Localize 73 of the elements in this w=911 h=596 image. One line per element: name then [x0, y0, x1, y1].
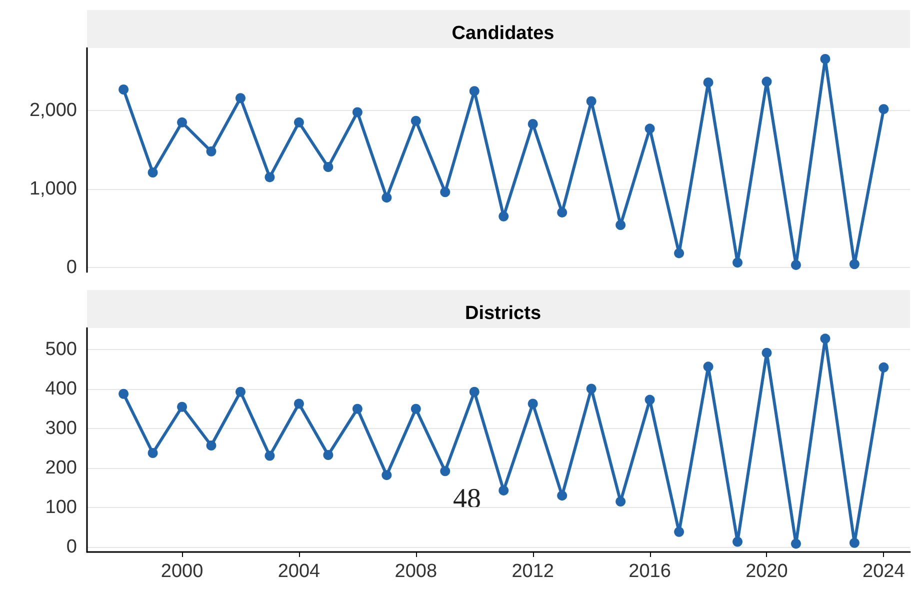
- point: [732, 258, 743, 268]
- point: [762, 76, 772, 87]
- point: [236, 386, 246, 397]
- point: [294, 117, 304, 128]
- point: [118, 84, 129, 95]
- point: [732, 536, 743, 547]
- point: [644, 394, 655, 405]
- point: [323, 162, 334, 172]
- y-tick-label: 0: [66, 256, 77, 278]
- y-tick-label: 0: [66, 536, 77, 558]
- point: [528, 118, 538, 129]
- point: [177, 117, 188, 128]
- point: [557, 490, 568, 501]
- point: [148, 448, 158, 458]
- point: [498, 485, 509, 496]
- point: [440, 466, 450, 476]
- point: [878, 104, 889, 114]
- x-tick-label: 2016: [628, 561, 671, 582]
- y-tick-label: 2,000: [29, 100, 77, 122]
- x-tick-label: 2012: [512, 561, 554, 582]
- y-tick-label: 500: [45, 339, 77, 360]
- point: [616, 496, 626, 507]
- chart-title: Candidates: [452, 23, 554, 44]
- point: [410, 404, 421, 414]
- point: [674, 248, 684, 258]
- x-tick-label: 2024: [862, 561, 906, 582]
- y-tick-label: 100: [45, 496, 77, 518]
- point: [440, 187, 450, 198]
- point: [118, 388, 129, 399]
- point: [878, 362, 889, 372]
- point: [177, 402, 188, 412]
- point: [790, 538, 801, 549]
- point: [469, 86, 480, 96]
- point: [849, 259, 860, 270]
- point: [703, 362, 714, 372]
- point: [352, 404, 362, 414]
- chart-title: Districts: [464, 303, 542, 324]
- point: [674, 526, 684, 537]
- point: [528, 398, 538, 409]
- point: [264, 172, 275, 182]
- point: [469, 386, 480, 397]
- point: [586, 384, 596, 394]
- point: [849, 538, 860, 548]
- point: [352, 107, 362, 118]
- point: [557, 207, 568, 218]
- point: [820, 54, 830, 64]
- point: [498, 211, 509, 222]
- x-tick-label: 2004: [278, 561, 321, 582]
- point: [294, 398, 304, 409]
- x-tick-label: 2020: [746, 561, 788, 582]
- point: [236, 93, 246, 104]
- x-tick-label: 2008: [394, 561, 438, 582]
- y-tick-label: 200: [45, 458, 77, 478]
- point: [586, 96, 596, 106]
- point: [616, 220, 626, 230]
- point: [206, 146, 216, 156]
- point: [206, 440, 216, 451]
- y-tick-label: 300: [45, 418, 77, 440]
- point: [323, 450, 334, 460]
- point: [264, 450, 275, 461]
- point: [790, 260, 801, 270]
- y-tick-label: 400: [45, 378, 77, 400]
- point: [703, 77, 714, 88]
- point: [382, 470, 392, 480]
- point: [820, 334, 830, 344]
- point: [410, 116, 421, 126]
- point: [762, 348, 772, 358]
- point: [382, 192, 392, 203]
- point: [148, 168, 158, 178]
- point: [644, 124, 655, 134]
- x-tick-label: 2000: [160, 561, 204, 582]
- y-tick-label: 1,000: [29, 178, 77, 200]
- annotation: 48: [453, 484, 481, 514]
